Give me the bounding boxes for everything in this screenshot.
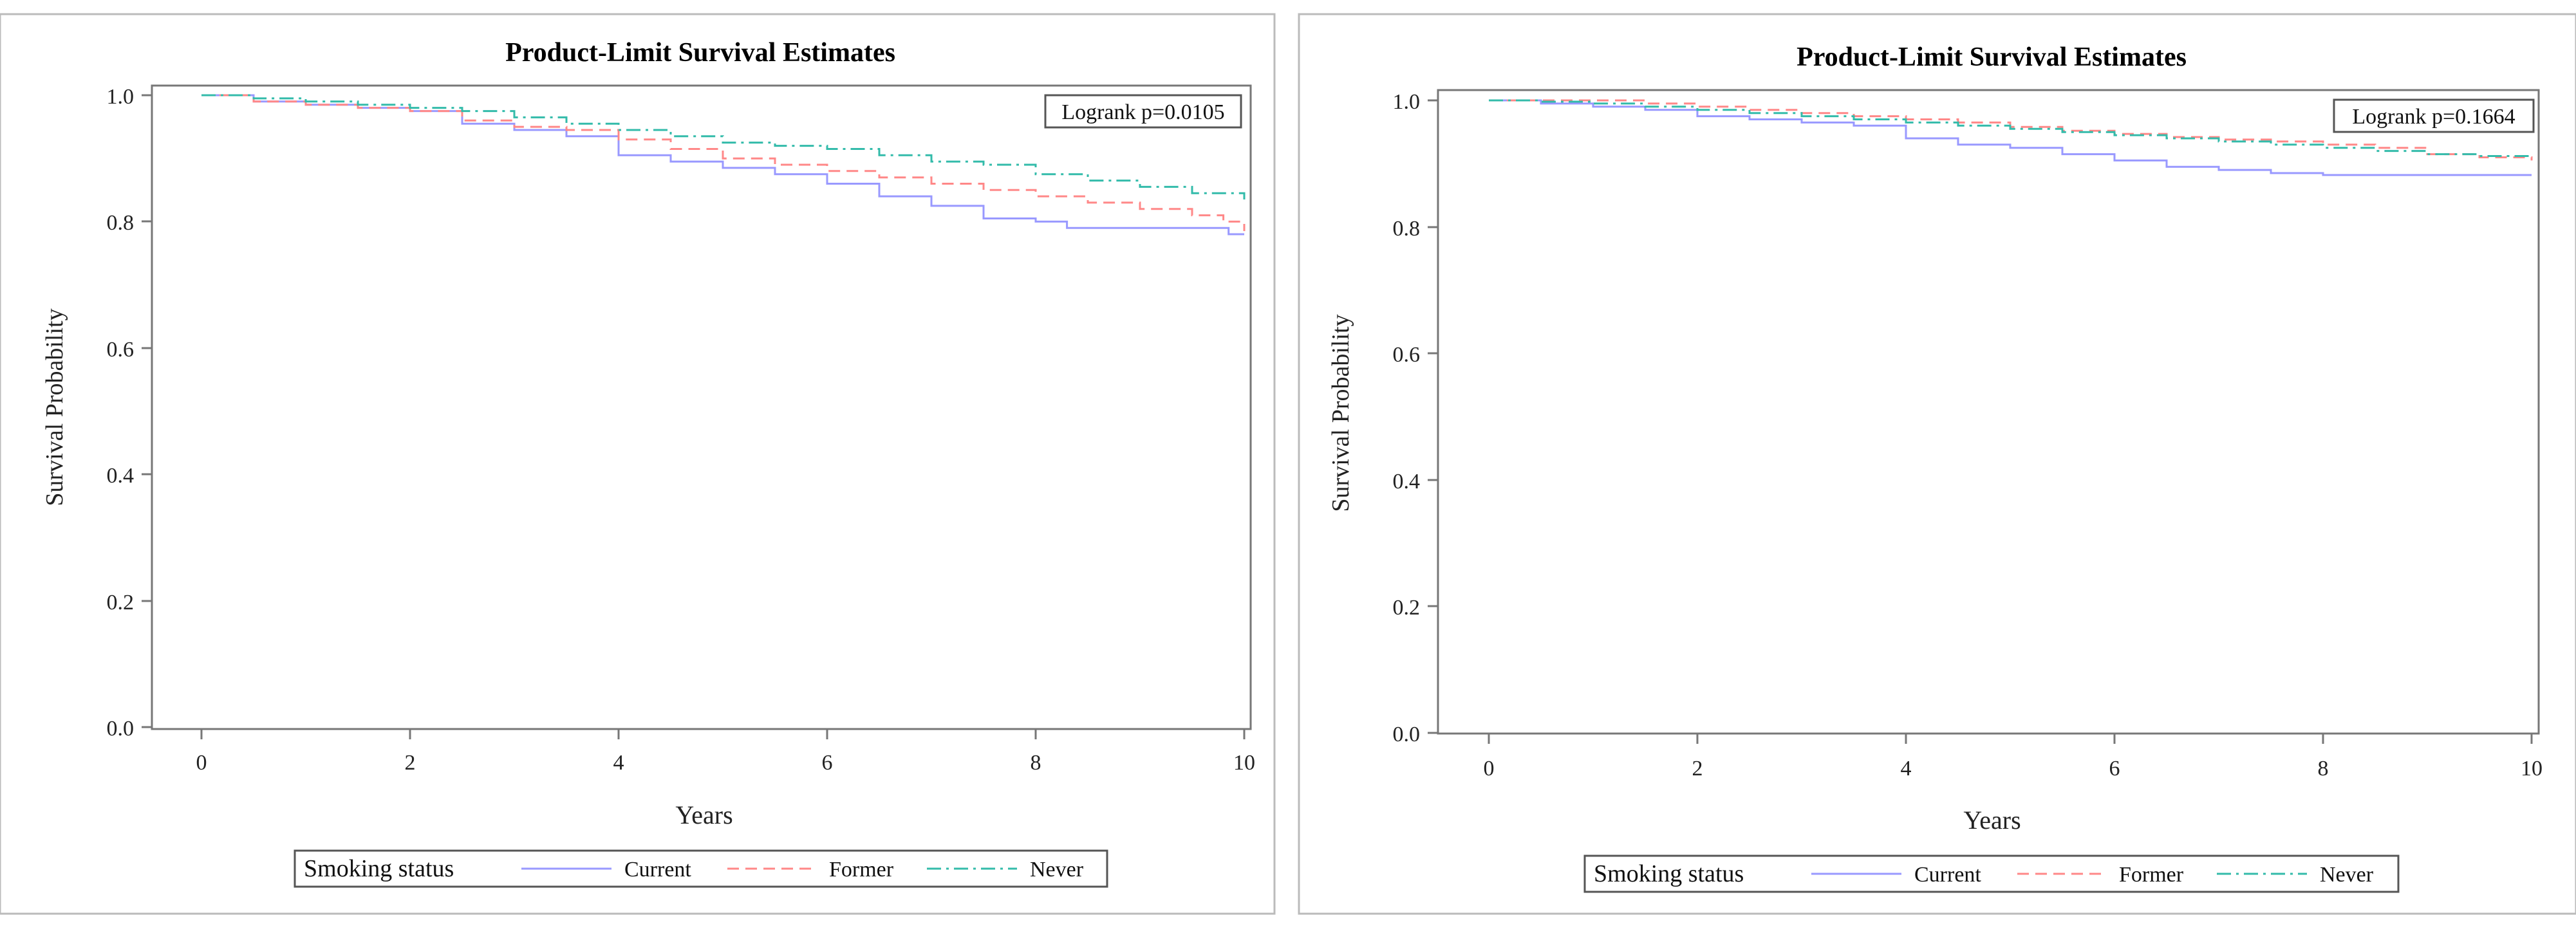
x-tick-label: 10 [1233,751,1255,775]
x-tick-label: 10 [2521,757,2543,781]
logrank-box [1044,94,1242,129]
y-tick-label: 1.0 [1393,90,1421,114]
x-axis-label: Years [675,800,733,829]
legend-title: Smoking status [304,855,454,882]
x-tick-label: 8 [1031,751,1041,775]
right-panel-frame [1298,13,2576,915]
x-tick-label: 0 [196,751,207,775]
legend-label-former: Former [2119,863,2184,887]
legend-label-never: Never [2320,863,2374,887]
legend-box [1583,854,2400,893]
legend-box [294,849,1108,888]
y-tick-label: 0.4 [107,464,135,488]
x-tick-label: 4 [1901,757,1912,781]
y-tick-label: 0.2 [107,591,135,614]
x-ticks: 0 2 4 6 8 10 [1484,734,2543,781]
survival-curves [201,94,1246,236]
legend-label-never: Never [1030,858,1084,882]
left-chart: Product-Limit Survival Estimates 0.0 0.2… [41,38,1255,888]
x-tick-label: 4 [613,751,624,775]
y-ticks: 0.0 0.2 0.4 0.6 0.8 1.0 [107,85,152,741]
right-chart: Product-Limit Survival Estimates 0.0 0.2… [1327,42,2543,893]
y-tick-label: 0.2 [1393,596,1421,620]
x-tick-label: 2 [1692,757,1703,781]
y-tick-label: 0.6 [107,338,135,362]
y-tick-label: 0.6 [1393,343,1421,367]
y-tick-label: 0.8 [1393,217,1421,241]
logrank-annotation: Logrank p=0.0105 [1061,100,1224,124]
y-axis-label: Survival Probability [1327,314,1354,512]
x-tick-label: 6 [2109,757,2120,781]
survival-curve-current [1489,99,2532,176]
chart-title: Product-Limit Survival Estimates [1797,42,2187,72]
legend-title: Smoking status [1594,860,1744,887]
y-tick-label: 0.0 [1393,723,1421,746]
legend-label-current: Current [1914,863,1981,887]
y-tick-label: 0.8 [107,211,135,235]
plot-area [151,84,1252,730]
survival-curve-never [201,94,1246,199]
y-tick-label: 1.0 [107,85,135,109]
logrank-box [2333,98,2535,133]
x-axis-label: Years [1963,806,2021,835]
plot-area [1437,89,2540,735]
legend-label-current: Current [624,858,691,882]
x-tick-label: 2 [405,751,416,775]
survival-curves [1489,99,2533,176]
left-panel-frame [0,13,1276,915]
y-tick-label: 0.0 [107,717,135,741]
y-axis-label: Survival Probability [41,308,68,506]
y-tick-label: 0.4 [1393,470,1421,494]
chart-title: Product-Limit Survival Estimates [505,38,895,68]
survival-curve-current [201,94,1244,236]
y-ticks: 0.0 0.2 0.4 0.6 0.8 1.0 [1393,90,1438,746]
x-ticks: 0 2 4 6 8 10 [196,729,1255,775]
x-tick-label: 0 [1484,757,1495,781]
legend-label-former: Former [829,858,894,882]
logrank-annotation: Logrank p=0.1664 [2352,105,2515,129]
x-tick-label: 6 [822,751,833,775]
x-tick-label: 8 [2318,757,2329,781]
survival-curve-never [1489,99,2533,158]
survival-curve-former [1489,99,2533,161]
